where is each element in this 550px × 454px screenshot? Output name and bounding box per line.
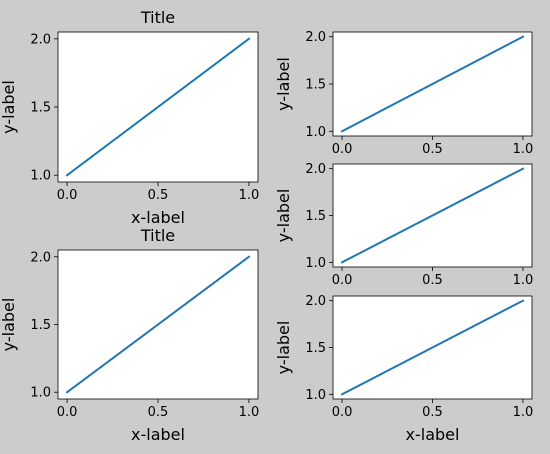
y-tick-label: 2.0: [30, 250, 51, 265]
y-tick-label: 2.0: [30, 32, 51, 47]
y-tick-label: 2.0: [305, 30, 326, 45]
y-tick-label: 1.0: [30, 169, 51, 184]
x-axis-label: x-label: [131, 425, 185, 444]
y-tick-label: 1.5: [305, 341, 326, 356]
x-tick-label: 1.0: [513, 142, 534, 157]
x-tick-label: 1.0: [239, 188, 260, 203]
x-tick-label: 0.0: [332, 273, 353, 288]
y-tick-label: 1.5: [305, 78, 326, 93]
x-axis-label: x-label: [406, 425, 460, 444]
series-line-1: [65, 37, 251, 177]
x-tick-label: 0.5: [422, 142, 443, 157]
y-tick-label: 2.0: [305, 294, 326, 309]
x-tick-label: 0.0: [332, 142, 353, 157]
y-tick-label: 1.0: [305, 125, 326, 140]
series-line-1: [340, 299, 525, 396]
y-tick-label: 2.0: [305, 162, 326, 177]
y-tick-label: 1.0: [305, 256, 326, 271]
x-tick-label: 0.0: [57, 188, 78, 203]
subplot-5: 0.0 0.5 1.0 1.0 1.5 2.0 x-label y-label: [274, 294, 533, 444]
x-tick-label: 0.0: [57, 405, 78, 420]
y-tick-label: 1.5: [30, 101, 51, 116]
y-axis-label: y-label: [0, 298, 18, 352]
x-tick-label: 0.0: [332, 405, 353, 420]
subplot-4: 0.0 0.5 1.0 1.0 1.5 2.0 y-label: [274, 162, 533, 288]
x-tick-label: 0.5: [148, 405, 169, 420]
x-tick-label: 0.5: [422, 273, 443, 288]
x-tick-label: 0.5: [422, 405, 443, 420]
subplot-3: 0.0 0.5 1.0 1.0 1.5 2.0 y-label: [274, 30, 533, 157]
x-tick-label: 0.5: [148, 188, 169, 203]
subplot-1: 0.0 0.5 1.0 1.0 1.5 2.0 Title x-label y-label: [0, 8, 259, 227]
chart-title: Title: [140, 226, 175, 245]
series-line-1: [340, 35, 525, 133]
y-axis-label: y-label: [274, 321, 293, 375]
series-line-1: [65, 255, 251, 394]
series-line-1: [340, 167, 525, 264]
y-tick-label: 1.5: [30, 318, 51, 333]
subplot-2: 0.0 0.5 1.0 1.0 1.5 2.0 Title x-label y-label: [0, 226, 259, 444]
y-axis-label: y-label: [0, 80, 18, 134]
x-axis-label: x-label: [131, 208, 185, 227]
y-axis-label: y-label: [274, 189, 293, 243]
y-axis-label: y-label: [274, 57, 293, 111]
x-tick-label: 1.0: [513, 273, 534, 288]
chart-title: Title: [140, 8, 175, 27]
y-tick-label: 1.5: [305, 209, 326, 224]
x-tick-label: 1.0: [513, 405, 534, 420]
y-tick-label: 1.0: [30, 386, 51, 401]
x-tick-label: 1.0: [239, 405, 260, 420]
y-tick-label: 1.0: [305, 388, 326, 403]
